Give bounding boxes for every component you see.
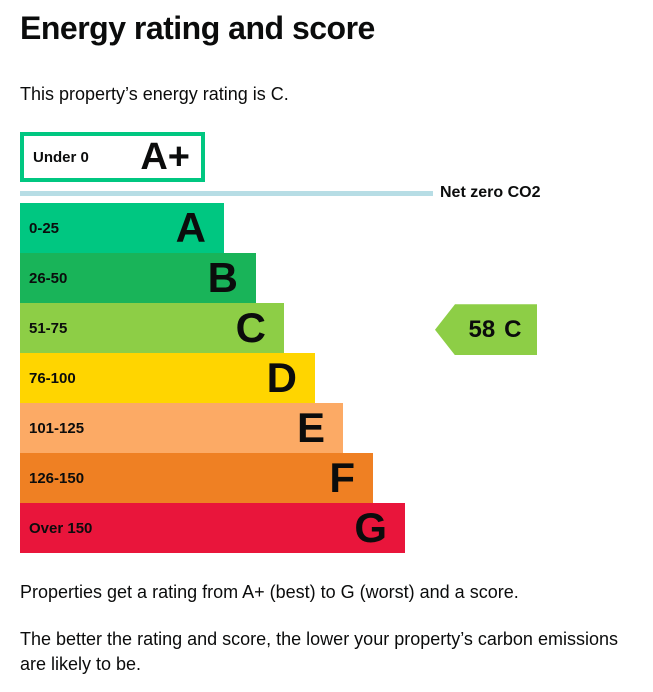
band-row-g: Over 150 G	[20, 503, 405, 554]
band-row-a: 0-25 A	[20, 203, 224, 254]
band-row-b: 26-50 B	[20, 253, 256, 304]
page-title: Energy rating and score	[20, 10, 375, 46]
current-grade: C	[504, 315, 522, 343]
band-range-label: 26-50	[29, 269, 68, 287]
band-grade-letter: C	[235, 304, 266, 352]
current-rating-marker-arrow: 58 C	[435, 304, 537, 356]
rating-explanation-text: Properties get a rating from A+ (best) t…	[20, 582, 519, 603]
rating-summary-text: This property’s energy rating is C.	[20, 83, 289, 104]
band-range-label: Under 0	[33, 148, 89, 166]
band-grade-letter: B	[207, 254, 238, 302]
band-grade-letter: A	[175, 204, 206, 252]
band-row-e: 101-125 E	[20, 403, 343, 454]
rating-bands: 0-25 A 26-50 B 51-75 C 76-100 D 101-125 …	[20, 203, 405, 554]
energy-rating-chart: Under 0 A+ Net zero CO2 0-25 A 26-50 B 5…	[20, 132, 633, 554]
score-explanation-line-1: The better the rating and score, the low…	[20, 628, 618, 649]
band-grade-letter: E	[296, 404, 325, 452]
band-row-f: 126-150 F	[20, 453, 373, 504]
band-range-label: 51-75	[29, 319, 68, 337]
current-score: 58	[468, 315, 496, 343]
band-range-label: 101-125	[29, 419, 85, 437]
band-grade-letter: A+	[140, 135, 190, 178]
band-grade-letter: F	[329, 454, 355, 502]
band-grade-letter: D	[266, 354, 297, 402]
band-row-c: 51-75 C	[20, 303, 284, 354]
score-explanation-line-2: are likely to be.	[20, 653, 142, 674]
band-range-label: Over 150	[29, 519, 93, 537]
band-row-d: 76-100 D	[20, 353, 315, 404]
net-zero-label: Net zero CO2	[440, 184, 541, 202]
score-explanation-text: The better the rating and score, the low…	[20, 627, 633, 677]
net-zero-row: Net zero CO2	[20, 184, 633, 202]
band-range-label: 126-150	[29, 469, 85, 487]
band-range-label: 0-25	[29, 219, 60, 237]
band-grade-letter: G	[354, 504, 387, 552]
net-zero-line	[20, 190, 433, 196]
band-range-label: 76-100	[29, 369, 76, 387]
band-row-a-plus: Under 0 A+	[20, 132, 205, 183]
